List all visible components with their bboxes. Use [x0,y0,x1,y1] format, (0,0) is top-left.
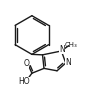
Text: HO: HO [18,77,29,86]
Text: CH₃: CH₃ [65,42,78,48]
Text: N: N [59,45,65,54]
Text: O: O [23,59,29,68]
Text: N: N [65,58,71,67]
